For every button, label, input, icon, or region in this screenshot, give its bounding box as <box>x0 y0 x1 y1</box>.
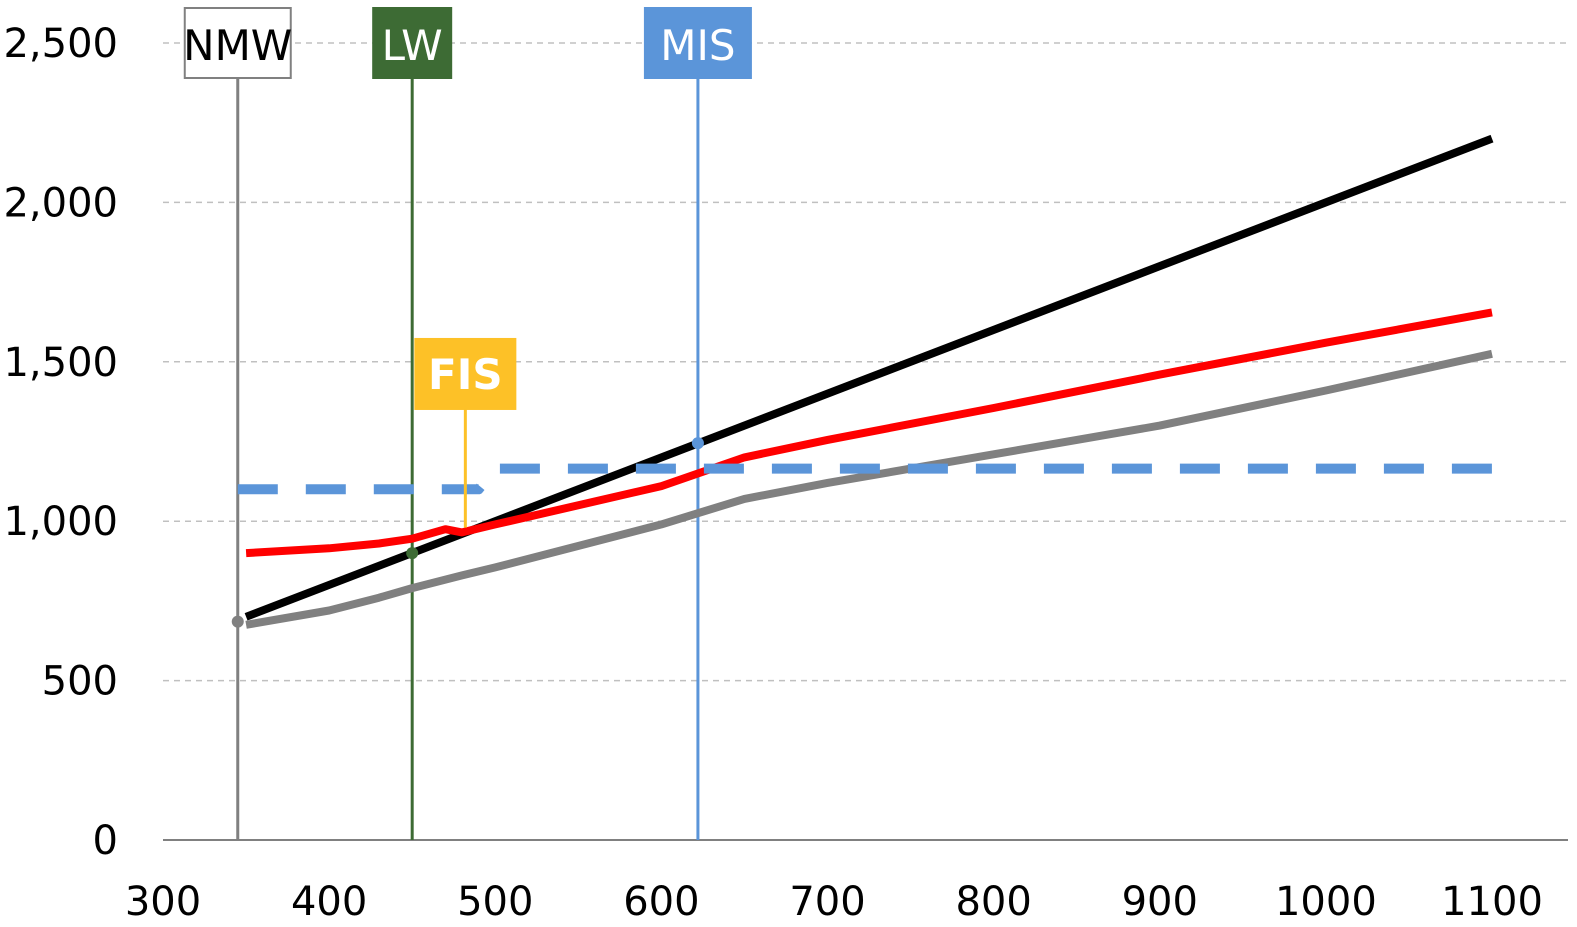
y-tick-label: 1,000 <box>3 499 118 545</box>
marker-dot-mis <box>691 437 704 450</box>
y-axis-tick-labels: 0 500 1,000 1,500 2,000 2,500 <box>3 21 118 864</box>
x-tick-label: 500 <box>457 879 533 925</box>
marker-label-mis: MIS <box>660 21 735 70</box>
series-line-4 <box>237 463 1492 495</box>
marker-box-mis <box>643 7 752 79</box>
y-tick-label: 2,000 <box>3 180 118 226</box>
x-tick-label: 800 <box>955 879 1031 925</box>
y-tick-label: 1,500 <box>3 340 118 386</box>
y-tick-label: 500 <box>42 659 118 705</box>
x-tick-label: 600 <box>623 879 699 925</box>
y-tick-label: 0 <box>93 818 118 864</box>
x-tick-label: 1000 <box>1275 879 1377 925</box>
x-tick-label: 1100 <box>1441 879 1543 925</box>
marker-label-nmw: NMW <box>183 21 292 70</box>
marker-dot-lw <box>406 547 419 560</box>
marker-label-lw: LW <box>382 21 443 70</box>
marker-labels: NMW LW MIS FIS <box>183 7 752 528</box>
x-tick-label: 700 <box>789 879 865 925</box>
marker-dot-nmw <box>231 615 244 628</box>
callout-label-fis: FIS <box>428 350 503 399</box>
marker-box-lw <box>372 7 453 79</box>
series-line-2 <box>245 308 1493 558</box>
x-tick-label: 400 <box>291 879 367 925</box>
y-tick-label: 2,500 <box>3 21 118 67</box>
grid-layer <box>163 42 1568 682</box>
series-layer <box>237 134 1494 629</box>
x-tick-label: 300 <box>125 879 201 925</box>
x-tick-label: 900 <box>1122 879 1198 925</box>
series-line-3 <box>245 349 1493 629</box>
series-line-1 <box>244 134 1494 621</box>
marker-dots <box>231 437 704 628</box>
x-axis-tick-labels: 300 400 500 600 700 800 900 1000 1100 <box>125 879 1543 925</box>
marker-box-nmw <box>183 7 292 79</box>
marker-lines <box>236 60 700 840</box>
callout-box-fis <box>414 337 517 410</box>
